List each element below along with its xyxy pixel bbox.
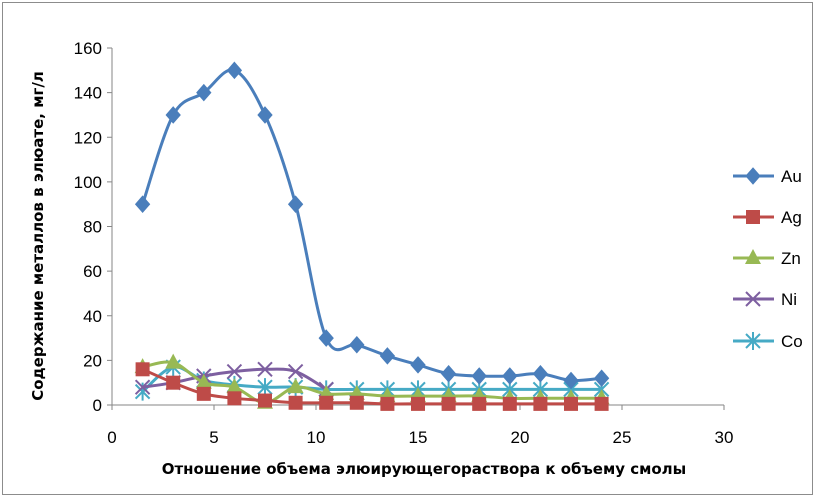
legend-marker: [745, 249, 761, 264]
series-ag: [135, 362, 609, 411]
data-point-ag: [258, 393, 272, 408]
data-point-ag: [564, 396, 578, 411]
data-point-au: [379, 347, 396, 365]
y-tick-label: 60: [83, 262, 102, 281]
data-point-ni: [257, 361, 273, 378]
data-point-co: [257, 378, 273, 397]
legend-item-co: Co: [733, 332, 803, 351]
data-point-ag: [594, 396, 609, 411]
axes: 0 20 40 60 80 100 120 140 160 0 5 10 15 20 25 30: [74, 39, 734, 447]
data-point-au: [471, 367, 487, 385]
series-au: [134, 61, 610, 390]
series-line-au: [141, 68, 602, 383]
data-point-ni: [134, 379, 151, 395]
data-point-au: [257, 106, 273, 124]
data-point-ag: [319, 395, 334, 410]
y-tick-label: 40: [83, 307, 102, 326]
data-point-zn: [226, 378, 243, 394]
y-tick-label: 80: [83, 218, 102, 237]
data-point-ag: [472, 396, 487, 411]
legend: Au Ag Zn Ni Co: [733, 167, 803, 351]
series-line-ag: [141, 367, 602, 406]
y-tick-label: 140: [74, 84, 102, 103]
y-axis-title: Содержание металлов в элюате, мг/л: [29, 71, 47, 401]
series-line-zn: [142, 360, 602, 405]
data-point-au: [502, 367, 518, 385]
legend-item-ag: Ag: [733, 208, 802, 227]
data-point-ag: [288, 395, 303, 410]
data-point-au: [440, 365, 457, 383]
y-tick-label: 0: [93, 396, 102, 415]
legend-marker: [745, 332, 761, 350]
x-tick-label: 15: [409, 428, 428, 447]
legend-item-zn: Zn: [733, 249, 801, 268]
data-point-zn: [287, 378, 304, 394]
legend-item-ni: Ni: [733, 290, 797, 309]
data-point-au: [349, 335, 365, 354]
legend-marker: [746, 210, 760, 224]
y-tick-label: 160: [74, 39, 102, 58]
data-point-au: [563, 371, 579, 390]
series-layer: [134, 61, 610, 411]
data-point-zn: [165, 353, 182, 369]
x-tick-label: 5: [209, 428, 218, 447]
y-tick-label: 20: [83, 351, 102, 370]
legend-label: Ni: [781, 290, 797, 309]
data-point-au: [593, 369, 610, 387]
data-point-ag: [533, 396, 548, 411]
legend-label: Ag: [781, 208, 802, 227]
x-tick-label: 30: [715, 428, 734, 447]
legend-marker: [745, 167, 761, 185]
data-point-ag: [441, 396, 456, 411]
data-point-ni: [287, 363, 304, 380]
legend-item-au: Au: [733, 167, 802, 186]
data-point-au: [532, 365, 549, 383]
data-point-au: [134, 195, 151, 213]
legend-label: Au: [781, 167, 802, 186]
x-tick-label: 0: [107, 428, 116, 447]
data-point-ag: [380, 396, 395, 411]
data-point-au: [318, 329, 334, 347]
data-point-ag: [166, 375, 181, 390]
x-tick-label: 20: [511, 428, 530, 447]
y-tick-label: 100: [74, 173, 102, 192]
data-point-au: [165, 106, 181, 124]
x-tick-label: 10: [307, 428, 326, 447]
legend-label: Zn: [781, 249, 801, 268]
data-point-ag: [502, 396, 517, 411]
data-point-ag: [135, 362, 150, 377]
legend-label: Co: [781, 332, 803, 351]
x-axis-title: Отношение объема элюирующегораствора к о…: [162, 460, 687, 478]
x-tick-label: 25: [613, 428, 632, 447]
data-point-ag: [349, 395, 364, 410]
legend-marker: [745, 291, 761, 307]
series-line-co: [141, 365, 602, 393]
data-point-zn: [195, 373, 212, 389]
data-point-au: [196, 83, 212, 102]
y-tick-label: 120: [74, 128, 102, 147]
data-point-au: [287, 195, 304, 213]
data-point-au: [226, 61, 243, 80]
data-point-au: [410, 356, 426, 374]
data-point-ag: [227, 391, 242, 406]
data-point-ag: [196, 386, 211, 401]
data-point-ni: [226, 363, 243, 380]
data-point-ag: [411, 396, 425, 411]
